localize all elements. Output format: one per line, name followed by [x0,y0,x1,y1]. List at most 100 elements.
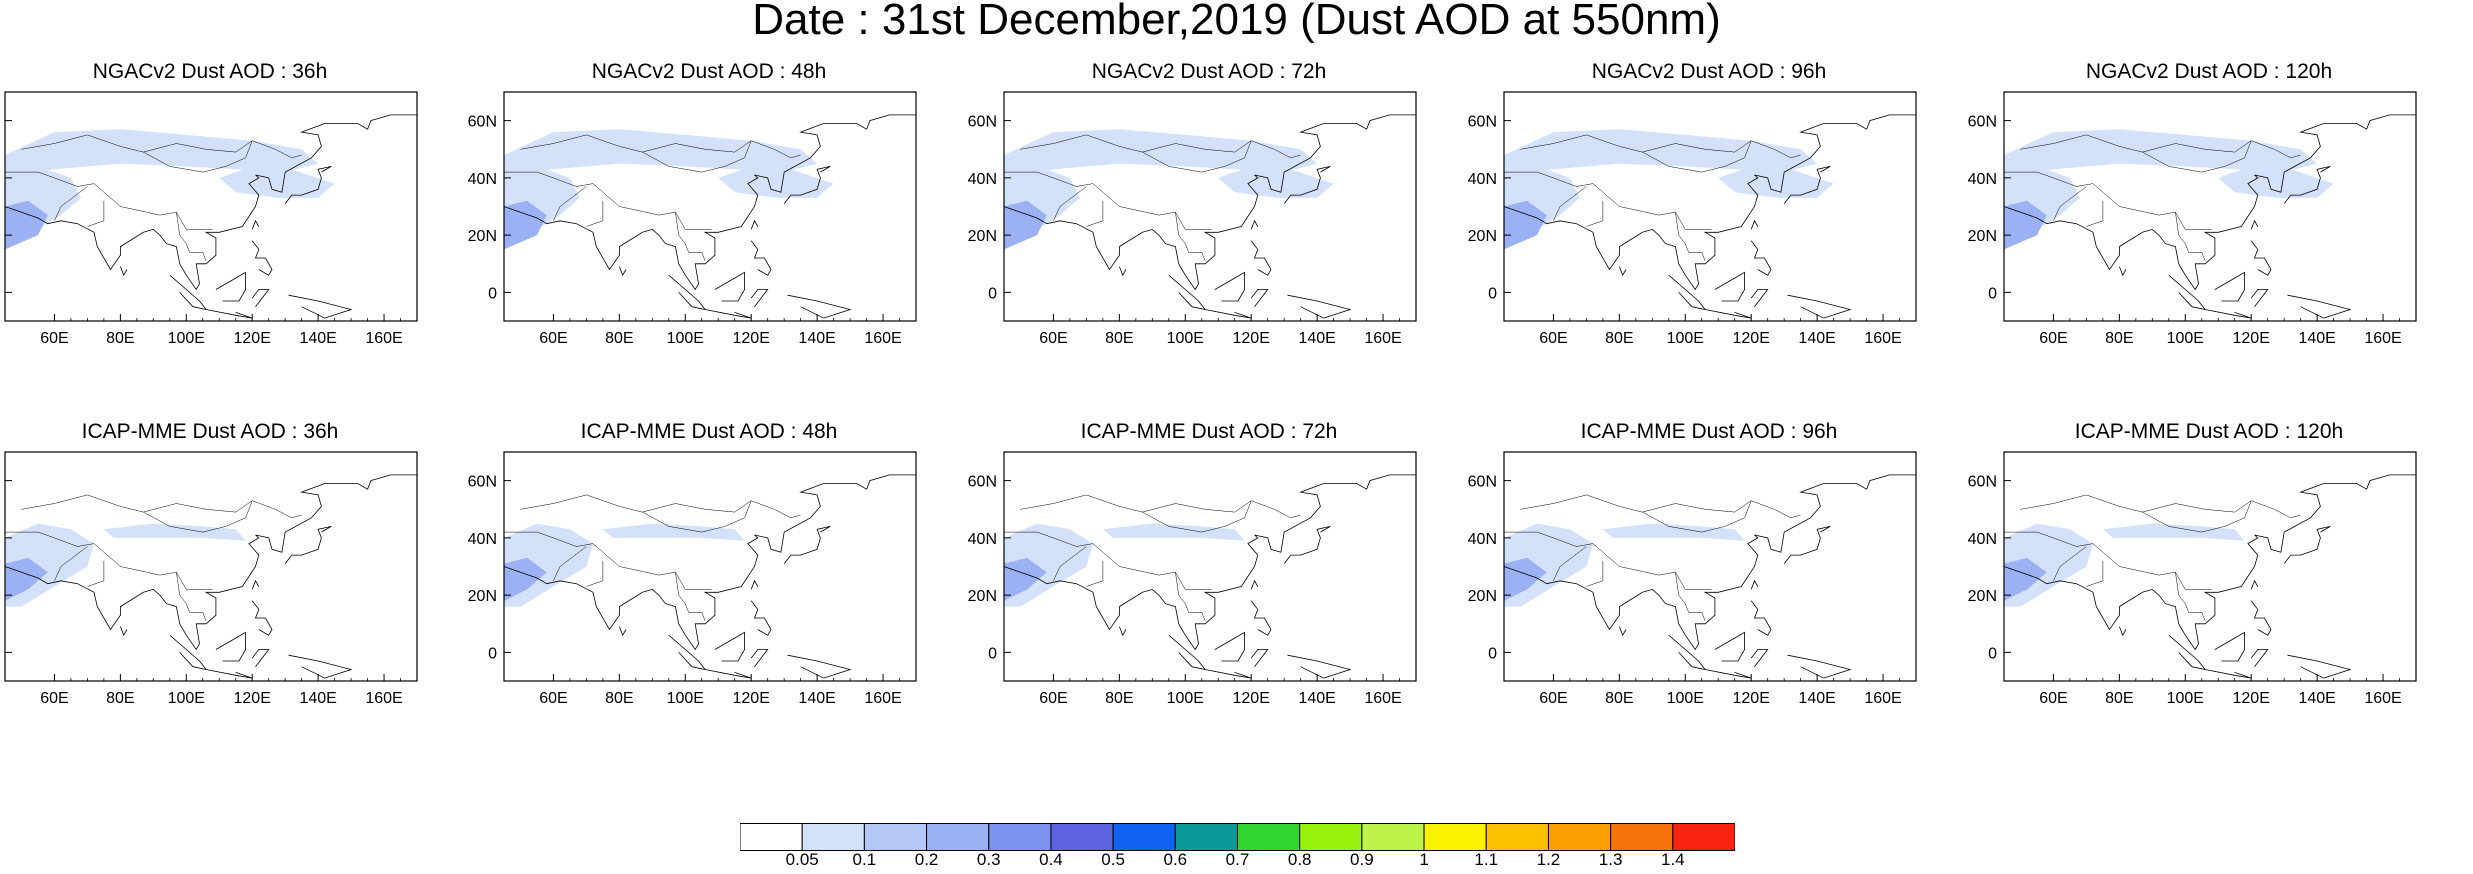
country-border [553,186,587,221]
coastline [251,579,260,590]
coastline [1619,266,1627,277]
country-border [1142,140,1252,173]
lat-tick-label: 40N [468,171,497,188]
country-border [1004,171,1212,230]
lon-tick-label: 80E [605,330,633,347]
map-panel: ICAP-MME Dust AOD : 72h 60E 80E 100E 120E 140… [968,420,1419,707]
country-border [1586,560,1604,587]
lon-tick-label: 140E [1298,690,1335,707]
map-panel: NGACv2 Dust AOD : 36h 60E 80E 100E 120E 140E 1… [0,60,420,347]
country-border [675,572,706,621]
map-frame [4,451,418,682]
country-border [87,560,105,587]
coastline [1250,579,1259,590]
map-frame [1503,451,1917,682]
coastline [2250,600,2272,636]
coastline [169,634,208,671]
coastline [503,114,916,291]
coastline [1119,626,1127,637]
coastline [2250,649,2269,667]
country-border [2020,494,2301,519]
panel-title: ICAP-MME Dust AOD : 36h [81,420,339,443]
panel-title: ICAP-MME Dust AOD : 120h [2074,420,2344,443]
lat-tick-label: 40N [968,171,997,188]
lat-tick-label: 0 [988,285,997,302]
lon-tick-label: 80E [1105,330,1133,347]
coastline [750,649,769,667]
country-border [5,171,213,230]
lon-tick-label: 120E [2233,690,2270,707]
lon-tick-label: 120E [733,690,770,707]
dust-plume-high [1504,557,1547,601]
coastline [2250,219,2259,230]
lat-tick-label: 60N [1968,474,1997,491]
lat-tick-label: 60N [968,114,997,131]
country-border [1504,171,1712,230]
coastline [1283,166,1331,204]
country-border [143,140,253,173]
coastline [1214,271,1246,302]
map-frame [503,451,917,682]
coastline [1250,600,1272,636]
dust-plume-low [103,523,246,541]
country-border [1504,531,1712,590]
lon-tick-label: 80E [605,690,633,707]
lat-tick-label: 20N [468,588,497,605]
coastline [251,240,273,276]
lat-tick-label: 0 [1488,645,1497,662]
coastline [668,274,707,311]
coastline [1003,114,1416,291]
coastline [1668,634,1707,671]
country-border [21,134,302,159]
lon-tick-label: 60E [2039,690,2067,707]
dust-plume-low [2004,129,2318,178]
colorbar-label: 0.05 [785,850,819,869]
colorbar-box [1485,823,1549,851]
lat-tick-label: 60N [468,114,497,131]
country-border [1086,200,1104,227]
coastline [619,626,627,637]
lon-tick-label: 160E [2364,690,2401,707]
colorbar-label: 1 [1419,850,1429,869]
lon-tick-label: 120E [1233,330,1270,347]
lat-tick-label: 0 [488,285,497,302]
panel-title: NGACv2 Dust AOD : 72h [1091,60,1327,83]
map-panel: ICAP-MME Dust AOD : 120h 60E 80E 100E 120E 14… [1968,420,2419,707]
country-border [1020,134,1301,159]
lon-tick-label: 60E [1539,330,1567,347]
country-border [1020,494,1301,519]
lat-tick-label: 40N [1968,531,1997,548]
coastline [251,649,270,667]
country-border [1675,212,1706,261]
colorbar-label: 0.3 [976,850,1001,869]
coastline [206,669,253,679]
lon-tick-label: 80E [106,690,134,707]
coastline [169,274,208,311]
lat-tick-label: 0 [988,645,997,662]
lat-tick-label: 40N [468,531,497,548]
lon-tick-label: 80E [1605,330,1633,347]
coastline [1705,669,1752,679]
dust-plume-low [1504,129,1818,178]
country-border [553,546,587,581]
lat-tick-label: 40N [968,531,997,548]
country-border [1553,186,1587,221]
coastline [705,669,752,679]
map-frame [2003,91,2417,322]
coastline [1503,474,1916,651]
coastline [787,654,852,679]
map-panel: NGACv2 Dust AOD : 72h 60E 80E 100E 120E 140E 1… [968,60,1419,347]
map-panel: NGACv2 Dust AOD : 48h 60E 80E 100E 120E 140E 1… [468,60,919,347]
map-frame [503,91,917,322]
lon-tick-label: 120E [1233,690,1270,707]
lat-tick-label: 60N [468,474,497,491]
lat-tick-label: 20N [968,588,997,605]
coastline [714,271,746,302]
coastline [2119,626,2127,637]
coastline [1168,634,1207,671]
